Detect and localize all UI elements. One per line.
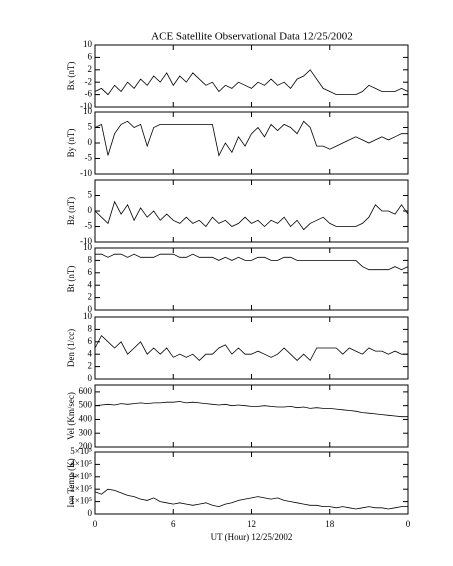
plot-frame (94, 316, 409, 380)
y-tick-label: -10 (80, 236, 92, 246)
y-tick-label: -5 (85, 221, 93, 231)
x-tick-label: 0 (406, 519, 411, 529)
data-line (94, 488, 408, 510)
y-tick-label: 10 (83, 39, 93, 49)
data-line (94, 120, 408, 157)
y-tick-label: 2 (88, 64, 93, 74)
y-tick-label: 6 (88, 51, 93, 61)
y-tick-label: -10 (80, 101, 92, 111)
y-tick-label: 5 (88, 122, 93, 132)
y-tick-label: 600 (79, 386, 93, 396)
y-tick-label: 2×10⁵ (70, 483, 92, 493)
data-line (94, 401, 408, 418)
y-axis-label: Den (1/cc) (66, 329, 76, 367)
y-tick-label: 6 (88, 267, 93, 277)
y-tick-label: 200 (79, 441, 93, 451)
y-tick-label: 0 (88, 373, 93, 383)
y-tick-label: 3×10⁵ (70, 471, 92, 481)
plot-frame (94, 44, 409, 108)
y-tick-label: 2 (88, 361, 93, 371)
data-line (95, 253, 409, 271)
y-tick-label: 2 (88, 292, 93, 302)
plot-frame (94, 179, 409, 243)
y-tick-label: 6 (88, 336, 93, 346)
y-tick-label: 4 (88, 348, 93, 358)
x-tick-label: 12 (247, 519, 256, 529)
y-tick-label: 400 (79, 414, 93, 424)
x-tick-label: 6 (171, 519, 176, 529)
y-tick-label: 10 (83, 242, 93, 252)
y-tick-label: 0 (88, 304, 93, 314)
y-tick-label: 8 (88, 254, 93, 264)
y-tick-label: 4×10⁵ (70, 458, 92, 468)
y-tick-label: 10 (83, 311, 93, 321)
chart-title: ACE Satellite Observational Data 12/25/2… (151, 31, 353, 43)
y-axis-label: Bz (nT) (66, 197, 76, 225)
x-axis-label: UT (Hour) 12/25/2002 (211, 532, 293, 542)
y-tick-label: 5×10⁵ (70, 446, 92, 456)
y-tick-label: 1×10⁵ (70, 496, 92, 506)
y-axis-label: Bt (nT) (66, 266, 76, 293)
x-tick-label: 18 (325, 519, 335, 529)
plot-frame (94, 451, 409, 515)
plot-frame (94, 111, 409, 175)
y-axis-label: Bx (nT) (66, 62, 76, 91)
y-tick-label: 10 (83, 106, 93, 116)
y-tick-label: 0 (88, 137, 93, 147)
y-tick-label: 4 (88, 279, 93, 289)
y-tick-label: 300 (79, 427, 93, 437)
y-tick-label: 500 (79, 400, 93, 410)
y-tick-label: 8 (88, 323, 93, 333)
x-tick-label: 0 (93, 519, 98, 529)
y-axis-label: By (nT) (66, 129, 76, 158)
y-tick-label: -5 (85, 153, 93, 163)
data-line (94, 334, 408, 362)
data-line (94, 69, 409, 96)
y-axis-label: Vel (Km/sec) (66, 392, 76, 440)
y-tick-label: -2 (85, 76, 93, 86)
plot-frame (94, 384, 409, 448)
y-axis-label: Ion Temp (K) (66, 458, 76, 507)
data-line (94, 200, 409, 231)
y-tick-label: 5 (88, 190, 93, 200)
y-tick-label: 0 (88, 205, 93, 215)
y-tick-label: -6 (85, 89, 93, 99)
y-tick-label: 0 (88, 508, 93, 518)
y-tick-label: -10 (80, 168, 92, 178)
